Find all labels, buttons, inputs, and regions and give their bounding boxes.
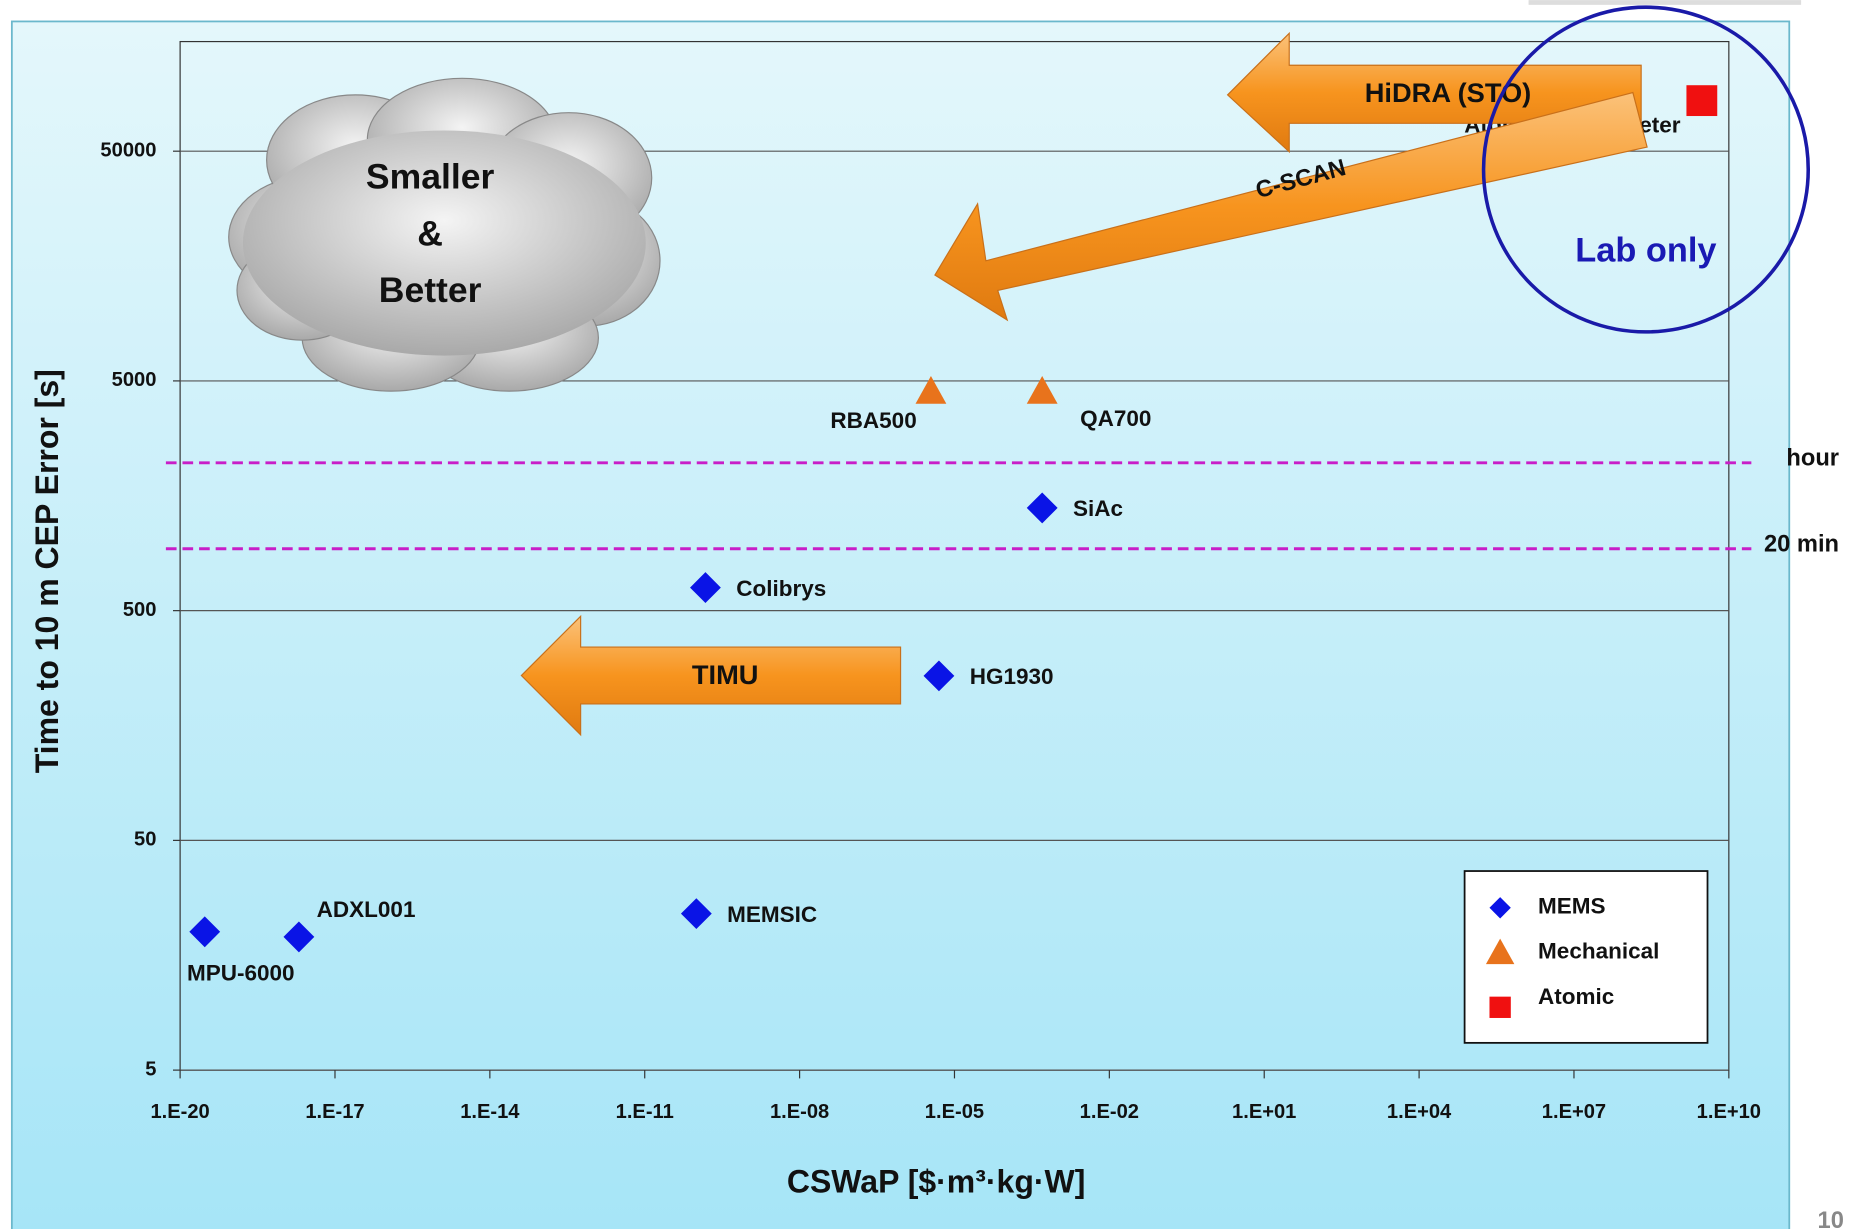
- marker-square: [1686, 85, 1717, 116]
- point-label: HG1930: [970, 664, 1054, 689]
- x-axis-title: CSWaP [$·m³·kg·W]: [787, 1163, 1086, 1199]
- marker-square: [1489, 997, 1510, 1018]
- x-tick-label: 1.E+04: [1387, 1101, 1452, 1123]
- x-tick-label: 1.E-17: [305, 1101, 364, 1123]
- x-tick-label: 1.E+10: [1697, 1101, 1761, 1123]
- arrow-label: TIMU: [692, 659, 759, 690]
- x-tick-label: 1.E-05: [925, 1101, 984, 1123]
- cloud-text: Smaller: [366, 156, 495, 196]
- legend-label: MEMS: [1538, 894, 1606, 919]
- top-strip: [1529, 0, 1802, 5]
- y-tick-label: 5000: [112, 369, 157, 391]
- x-tick-label: 1.E+07: [1542, 1101, 1606, 1123]
- y-tick-label: 50000: [100, 139, 156, 161]
- y-tick-label: 50: [134, 829, 156, 851]
- point-label: ADXL001: [317, 897, 416, 922]
- point-label: Colibrys: [736, 576, 826, 601]
- x-tick-label: 1.E-14: [460, 1101, 520, 1123]
- page-number: 10: [1818, 1208, 1844, 1229]
- point-label: SiAc: [1073, 496, 1123, 521]
- y-tick-label: 500: [123, 599, 157, 621]
- cloud-text: &: [417, 213, 443, 253]
- reference-label: 20 min: [1764, 531, 1839, 557]
- reference-label: hour: [1786, 446, 1839, 472]
- x-tick-label: 1.E-11: [616, 1101, 674, 1123]
- arrow-label: HiDRA (STO): [1365, 77, 1532, 108]
- x-tick-label: 1.E-08: [770, 1101, 829, 1123]
- point-label: QA700: [1080, 406, 1151, 431]
- point-label: MEMSIC: [727, 902, 817, 927]
- x-tick-label: 1.E+01: [1232, 1101, 1296, 1123]
- y-axis-title: Time to 10 m CEP Error [s]: [29, 369, 65, 773]
- page: {"chart_data": { "type": "scatter", "x_l…: [0, 0, 1858, 1229]
- point-label: RBA500: [830, 408, 916, 433]
- circle-label: Lab only: [1575, 232, 1716, 270]
- x-tick-label: 1.E-20: [150, 1101, 209, 1123]
- legend-label: Atomic: [1538, 984, 1614, 1009]
- chart: 5 50 500 5000 50000 1.E-20 1.E-17 1.E-14 1.E-11 1…: [0, 0, 1858, 1229]
- point-label: MPU-6000: [187, 960, 295, 985]
- y-tick-label: 5: [145, 1058, 156, 1080]
- legend-label: Mechanical: [1538, 939, 1659, 964]
- cloud-text: Better: [379, 270, 482, 310]
- x-tick-label: 1.E-02: [1080, 1101, 1139, 1123]
